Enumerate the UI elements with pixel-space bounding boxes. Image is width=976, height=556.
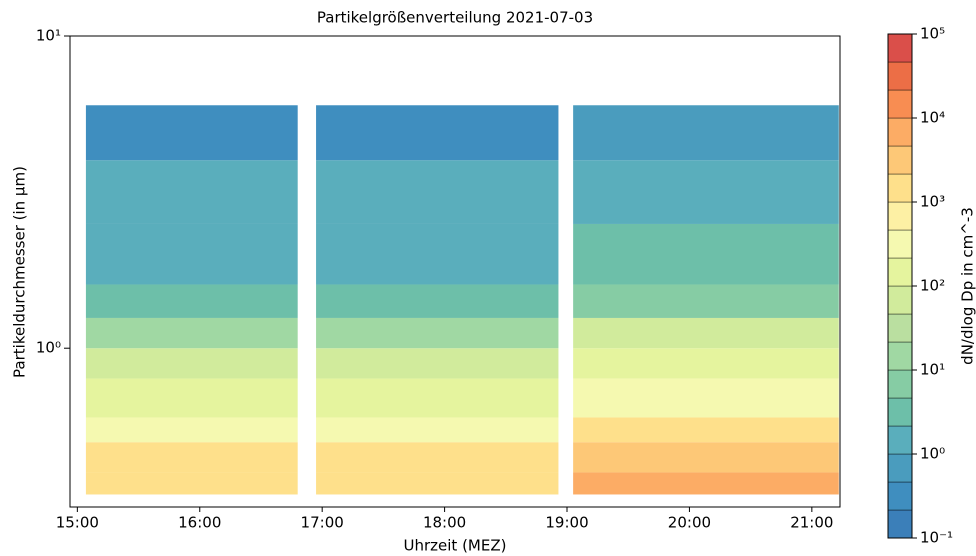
colorbar-level bbox=[887, 201, 913, 231]
colorbar-tick-label: 10⁴ bbox=[920, 109, 945, 127]
y-tick-label: 10⁰ bbox=[36, 339, 61, 357]
colorbar-level bbox=[887, 313, 913, 343]
colorbar-level bbox=[887, 89, 913, 119]
colorbar-tick-label: 10² bbox=[920, 277, 945, 295]
colorbar-level bbox=[887, 145, 913, 175]
contour-cell bbox=[316, 160, 559, 224]
y-tick-label: 10¹ bbox=[36, 27, 61, 45]
contour-cell bbox=[316, 317, 559, 349]
contour-cell bbox=[573, 223, 839, 285]
contour-cell bbox=[573, 378, 839, 418]
contour-cell bbox=[85, 160, 298, 224]
colorbar-level bbox=[887, 33, 913, 63]
contour-cell bbox=[85, 317, 298, 349]
colorbar-tick-label: 10⁻¹ bbox=[920, 529, 953, 547]
contour-cell bbox=[85, 472, 298, 495]
colorbar-tick-label: 10¹ bbox=[920, 361, 945, 379]
colorbar-level bbox=[887, 341, 913, 371]
contour-cell bbox=[85, 284, 298, 318]
colorbar-level bbox=[887, 397, 913, 427]
contour-cell bbox=[85, 223, 298, 285]
contour-cell bbox=[316, 223, 559, 285]
contour-cell bbox=[85, 442, 298, 473]
contour-cell bbox=[573, 442, 839, 473]
x-tick-label: 15:00 bbox=[56, 514, 99, 532]
colorbar-level bbox=[887, 481, 913, 511]
contour-cell bbox=[85, 105, 298, 161]
contour-cell bbox=[85, 378, 298, 418]
contour-cell bbox=[573, 417, 839, 443]
contour-cell bbox=[85, 348, 298, 379]
colorbar-level bbox=[887, 61, 913, 91]
colorbar-level bbox=[887, 257, 913, 287]
contour-cell bbox=[316, 348, 559, 379]
colorbar-level bbox=[887, 229, 913, 259]
x-axis-label: Uhrzeit (MEZ) bbox=[404, 537, 507, 555]
contour-cell bbox=[316, 442, 559, 473]
colorbar-level bbox=[887, 369, 913, 399]
x-tick-label: 16:00 bbox=[178, 514, 221, 532]
contour-cell bbox=[316, 417, 559, 443]
x-tick-label: 20:00 bbox=[668, 514, 711, 532]
contour-cell bbox=[573, 284, 839, 318]
colorbar-level bbox=[887, 453, 913, 483]
colorbar-label: dN/dlog Dp in cm^-3 bbox=[959, 207, 976, 365]
x-tick-label: 17:00 bbox=[301, 514, 344, 532]
colorbar-tick-label: 10⁰ bbox=[920, 445, 945, 463]
y-axis-label: Partikeldurchmesser (in µm) bbox=[11, 166, 29, 378]
colorbar-level bbox=[887, 285, 913, 315]
colorbar-tick-label: 10³ bbox=[920, 193, 945, 211]
contour-cell bbox=[573, 317, 839, 349]
x-tick-label: 18:00 bbox=[423, 514, 466, 532]
colorbar-tick-label: 10⁵ bbox=[920, 25, 945, 43]
x-tick-label: 19:00 bbox=[545, 514, 588, 532]
colorbar-level bbox=[887, 509, 913, 539]
contour-cell bbox=[573, 160, 839, 224]
contour-cell bbox=[573, 105, 839, 161]
contour-cell bbox=[573, 348, 839, 379]
x-tick-label: 21:00 bbox=[790, 514, 833, 532]
colorbar-level bbox=[887, 117, 913, 147]
contour-cell bbox=[316, 472, 559, 495]
chart-title: Partikelgrößenverteilung 2021-07-03 bbox=[317, 9, 593, 27]
contour-cell bbox=[316, 284, 559, 318]
colorbar-level bbox=[887, 425, 913, 455]
contour-cell bbox=[316, 105, 559, 161]
plot-frame bbox=[69, 35, 841, 508]
contour-cell bbox=[85, 417, 298, 443]
contour-cell bbox=[573, 472, 839, 495]
colorbar-level bbox=[887, 173, 913, 203]
contour-cell bbox=[316, 378, 559, 418]
